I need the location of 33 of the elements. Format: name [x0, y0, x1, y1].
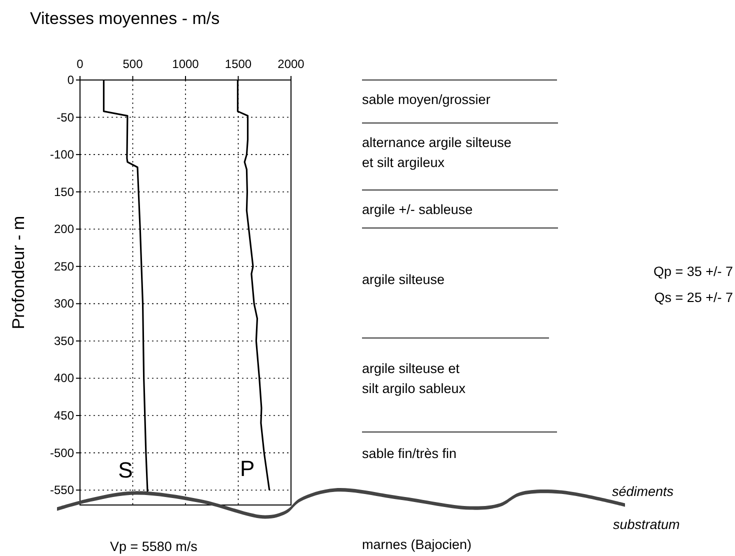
y-tick-label: -500: [50, 446, 74, 460]
y-tick-label: 350: [54, 334, 74, 348]
series-label: S: [118, 458, 133, 483]
y-tick-label: -550: [50, 483, 74, 498]
text: sable moyen/grossier: [362, 92, 491, 107]
text: Qs = 25 +/- 7: [654, 290, 733, 305]
text: marnes (Bajocien): [362, 537, 472, 552]
y-tick-label: 450: [54, 408, 74, 423]
text: argile silteuse et silt argilo sableux: [362, 361, 466, 396]
text: sédiments: [612, 484, 674, 499]
y-tick-label: 0: [67, 73, 74, 87]
y-tick-label: -50: [56, 110, 74, 124]
series-label: P: [240, 456, 255, 482]
y-tick-label: 400: [54, 371, 74, 386]
text: sable fin/très fin: [362, 446, 457, 461]
y-tick-label: 200: [54, 222, 74, 236]
text: alternance argile silteuse et silt argileux: [362, 135, 512, 170]
text: argile silteuse: [362, 272, 445, 287]
y-tick-label: -100: [50, 148, 74, 162]
y-tick-label: 150: [54, 184, 74, 199]
y-axis-title: Profondeur - m: [9, 216, 28, 330]
text: argile +/- sableuse: [362, 202, 473, 217]
x-tick-label: 500: [122, 57, 144, 71]
x-tick-label: 1000: [172, 57, 200, 71]
y-tick-label: 300: [54, 296, 74, 311]
x-tick-label: 1500: [224, 57, 252, 71]
text: Qp = 35 +/- 7: [653, 264, 733, 279]
x-tick-label: 0: [76, 57, 84, 71]
text: substratum: [613, 517, 680, 532]
x-tick-label: 2000: [278, 57, 305, 71]
y-tick-label: 250: [54, 259, 74, 274]
x-axis-title: Vitesses moyennes - m/s: [30, 9, 220, 28]
text: Vp = 5580 m/s: [110, 539, 198, 554]
